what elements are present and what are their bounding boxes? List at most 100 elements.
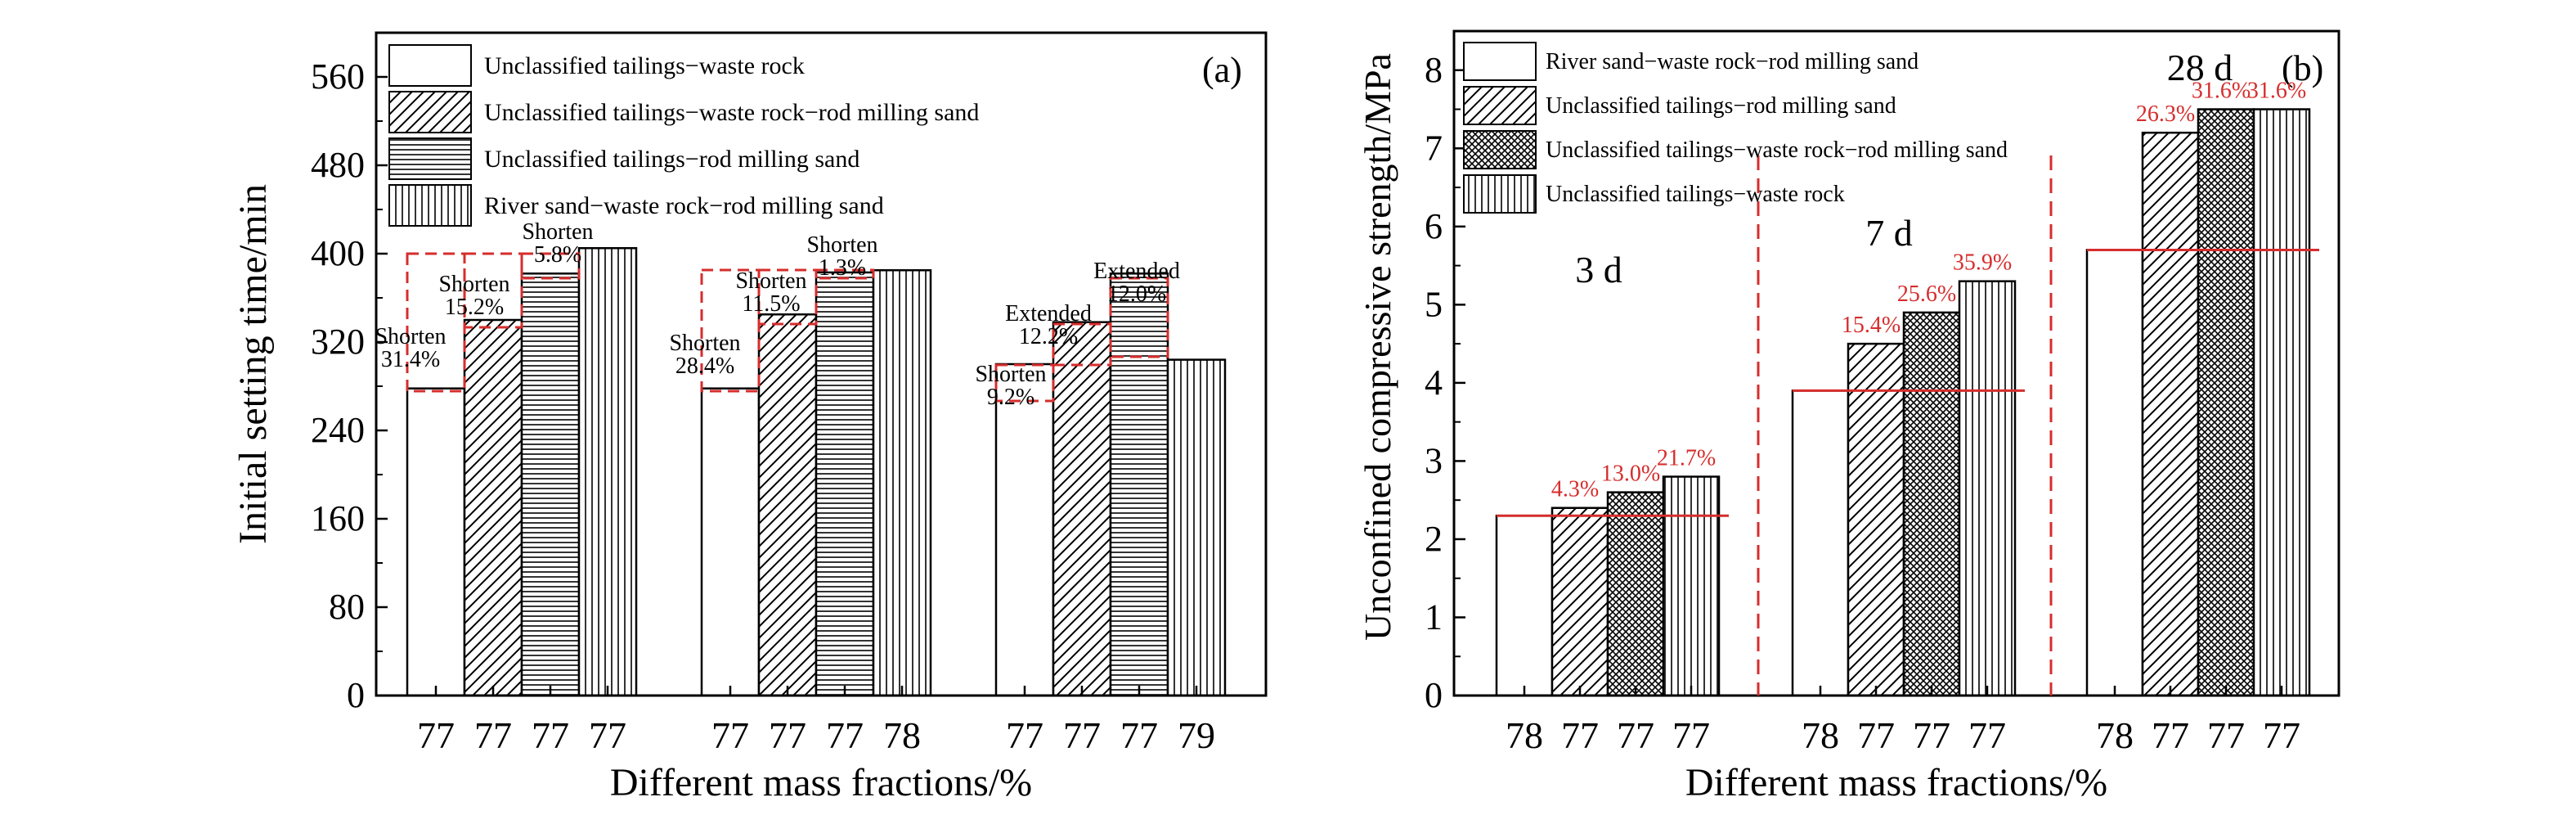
x-tick-label-b: 77 bbox=[2207, 714, 2245, 756]
legend-swatch-b bbox=[1463, 42, 1537, 81]
y-axis-title-a: Initial setting time/min bbox=[231, 184, 275, 544]
increase-label-b: 35.9% bbox=[1953, 250, 2012, 276]
x-tick-label-a: 77 bbox=[417, 714, 455, 756]
increase-label-b: 25.6% bbox=[1897, 281, 1956, 307]
x-axis-title-a: Different mass fractions/% bbox=[610, 761, 1032, 804]
annotation-a: Shorten 9.2% bbox=[975, 362, 1046, 410]
x-tick-label-a: 79 bbox=[1178, 714, 1215, 756]
annotation-line-a: 11.5% bbox=[742, 291, 800, 317]
y-axis-title-b: Unconfined compressive strength/MPa bbox=[1357, 53, 1398, 641]
y-tick-label-a: 160 bbox=[311, 498, 365, 538]
increase-label-b: 21.7% bbox=[1657, 446, 1716, 471]
annotation-line-a: 1.3% bbox=[819, 255, 866, 281]
legend-label-b: Unclassified tailings−rod milling sand bbox=[1546, 93, 1896, 119]
x-tick-label-b: 78 bbox=[1506, 714, 1543, 756]
bar-a-1-group-1 bbox=[406, 387, 466, 697]
bar-b-1-group-1 bbox=[1495, 515, 1554, 697]
legend-swatch-a bbox=[388, 91, 472, 133]
y-tick-label-b: 2 bbox=[1425, 519, 1443, 559]
bar-a-3-group-2 bbox=[815, 271, 875, 697]
y-tick-label-b: 4 bbox=[1425, 362, 1443, 403]
age-label-b: 28 d bbox=[2167, 47, 2233, 88]
comparison-box-a bbox=[1109, 277, 1169, 358]
x-tick-label-a: 77 bbox=[1120, 714, 1158, 756]
bar-b-3-group-3 bbox=[2197, 108, 2255, 697]
bar-b-1-group-2 bbox=[1791, 389, 1850, 697]
annotation-line-a: Shorten bbox=[669, 331, 740, 356]
panel-a-chart: 0 80 160 240 320 400 480 560 77 77 77 77 77 77 77 78 77 7… bbox=[231, 31, 1268, 804]
bar-a-3-group-1 bbox=[520, 272, 581, 697]
annotation-line-a: Shorten bbox=[735, 268, 806, 294]
x-tick-label-b: 77 bbox=[1968, 714, 2006, 756]
annotation-line-a: 12.0% bbox=[1107, 281, 1166, 307]
y-tick-label-b: 7 bbox=[1425, 128, 1443, 168]
y-tick-label-a: 480 bbox=[311, 145, 365, 185]
x-tick-label-b: 77 bbox=[1913, 714, 1950, 756]
annotation-line-a: 9.2% bbox=[987, 385, 1034, 410]
y-tick-label-a: 80 bbox=[329, 587, 365, 627]
increase-label-b: 4.3% bbox=[1551, 477, 1599, 502]
bar-b-2-group-2 bbox=[1847, 342, 1905, 697]
legend-swatch-b bbox=[1463, 86, 1537, 125]
plot-frame-a bbox=[375, 31, 1268, 697]
legend-label-a: River sand−waste rock−rod milling sand bbox=[484, 192, 884, 219]
y-tick-label-b: 5 bbox=[1425, 284, 1443, 324]
comparison-box-a bbox=[520, 252, 581, 280]
annotation-line-a: 31.4% bbox=[381, 347, 440, 372]
x-tick-label-b: 77 bbox=[1672, 714, 1710, 756]
plot-frame-b bbox=[1452, 29, 2340, 697]
age-label-b: 3 d bbox=[1575, 249, 1622, 290]
x-tick-label-a: 77 bbox=[826, 714, 864, 756]
legend-label-a: Unclassified tailings−rod milling sand bbox=[484, 146, 859, 173]
increase-label-b: 31.6% bbox=[2192, 79, 2251, 104]
annotation-line-a: 15.2% bbox=[445, 295, 504, 320]
legend-label-b: Unclassified tailings−waste rock bbox=[1546, 182, 1845, 207]
annotation-line-a: Shorten bbox=[375, 324, 446, 349]
increase-label-b: 15.4% bbox=[1842, 313, 1901, 338]
annotation-line-a: Shorten bbox=[522, 219, 593, 245]
x-tick-label-b: 77 bbox=[2263, 714, 2300, 756]
bar-a-4-group-2 bbox=[872, 269, 932, 697]
y-tick-label-b: 0 bbox=[1425, 675, 1443, 715]
bar-b-1-group-3 bbox=[2085, 249, 2144, 697]
annotation-a: Shorten 15.2% bbox=[438, 272, 509, 320]
annotation-line-a: 28.4% bbox=[675, 353, 734, 379]
x-tick-label-a: 78 bbox=[883, 714, 921, 756]
panel-label-b: (b) bbox=[2282, 48, 2323, 88]
annotation-a: Shorten 5.8% bbox=[522, 219, 593, 268]
annotation-a: Shorten 1.3% bbox=[806, 232, 877, 281]
legend-label-b: Unclassified tailings−waste rock−rod mil… bbox=[1546, 137, 2008, 163]
increase-label-b: 13.0% bbox=[1601, 462, 1660, 487]
increase-label-b: 31.6% bbox=[2247, 79, 2306, 104]
x-tick-label-a: 77 bbox=[1006, 714, 1043, 756]
bar-a-2-group-2 bbox=[757, 313, 818, 697]
y-tick-label-a: 0 bbox=[347, 675, 365, 715]
comparison-box-a bbox=[994, 363, 1055, 403]
comparison-box-a bbox=[700, 268, 761, 393]
x-tick-label-b: 77 bbox=[1617, 714, 1654, 756]
age-label-b: 7 d bbox=[1865, 212, 1913, 254]
annotation-line-a: Extended bbox=[1005, 301, 1092, 326]
bar-b-4-group-1 bbox=[1662, 475, 1721, 697]
bar-a-2-group-1 bbox=[463, 318, 523, 697]
annotation-line-a: 5.8% bbox=[534, 242, 581, 268]
comparison-box-a bbox=[463, 252, 523, 329]
y-tick-label-a: 320 bbox=[311, 322, 365, 362]
annotation-line-a: Shorten bbox=[438, 272, 509, 297]
bar-b-2-group-3 bbox=[2141, 131, 2200, 697]
bar-a-4-group-3 bbox=[1166, 358, 1227, 697]
bar-a-3-group-3 bbox=[1109, 272, 1169, 697]
x-tick-label-a: 77 bbox=[1063, 714, 1101, 756]
bar-a-4-group-1 bbox=[577, 247, 638, 697]
bar-b-3-group-2 bbox=[1902, 311, 1961, 697]
comparison-box-a bbox=[406, 252, 466, 393]
legend-label-a: Unclassified tailings−waste rock bbox=[484, 52, 805, 79]
legend-label-a: Unclassified tailings−waste rock−rod mil… bbox=[484, 99, 979, 126]
y-tick-label-b: 1 bbox=[1425, 597, 1443, 637]
legend-swatch-b bbox=[1463, 130, 1537, 169]
bar-a-1-group-3 bbox=[994, 362, 1055, 697]
bar-b-3-group-1 bbox=[1606, 491, 1665, 697]
x-tick-label-b: 78 bbox=[2096, 714, 2134, 756]
x-tick-label-a: 77 bbox=[589, 714, 626, 756]
